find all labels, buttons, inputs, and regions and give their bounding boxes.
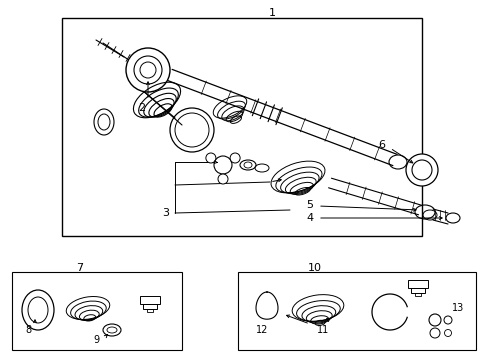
- Circle shape: [405, 154, 437, 186]
- Bar: [142, 304, 157, 309]
- Circle shape: [214, 156, 231, 174]
- Circle shape: [205, 153, 215, 163]
- Bar: [414, 293, 420, 296]
- Bar: [407, 280, 427, 288]
- Circle shape: [126, 48, 170, 92]
- Text: 9: 9: [93, 335, 99, 345]
- Text: 7: 7: [76, 263, 83, 273]
- Text: 3: 3: [162, 208, 169, 218]
- Circle shape: [218, 174, 227, 184]
- Text: 10: 10: [307, 263, 321, 273]
- Text: 4: 4: [306, 213, 313, 223]
- Text: 12: 12: [255, 325, 267, 335]
- Text: 8: 8: [25, 325, 31, 335]
- Text: 5: 5: [306, 200, 313, 210]
- Text: 6: 6: [378, 140, 385, 150]
- Bar: [238, 272, 475, 350]
- Bar: [147, 309, 153, 312]
- Bar: [12, 272, 182, 350]
- Text: 11: 11: [316, 325, 328, 335]
- Text: 13: 13: [451, 303, 463, 313]
- Bar: [410, 288, 424, 293]
- Text: 1: 1: [268, 8, 275, 18]
- Circle shape: [230, 153, 240, 163]
- Bar: [62, 18, 421, 236]
- Bar: [140, 296, 160, 304]
- Text: 2: 2: [138, 103, 145, 113]
